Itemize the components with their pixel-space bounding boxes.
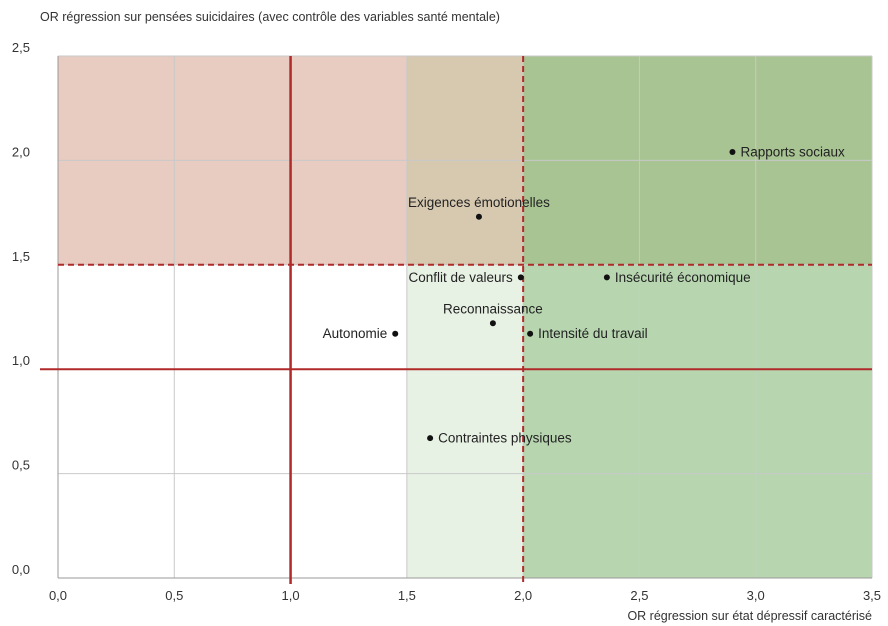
x-tick-label: 1,0: [282, 588, 300, 603]
x-tick-label: 0,5: [165, 588, 183, 603]
data-point-label: Contraintes physiques: [438, 431, 572, 446]
data-point: [475, 213, 482, 220]
data-point: [729, 149, 736, 156]
data-point: [489, 320, 496, 327]
data-point-label: Conflit de valeurs: [409, 270, 514, 285]
data-point-label: Insécurité économique: [615, 270, 751, 285]
x-tick-label: 2,0: [514, 588, 532, 603]
data-point: [527, 330, 534, 337]
y-tick-label: 1,0: [12, 353, 30, 368]
x-tick-label: 0,0: [49, 588, 67, 603]
data-point: [603, 274, 610, 281]
data-point: [517, 274, 524, 281]
y-tick-label: 2,5: [12, 40, 30, 55]
zone-light-green: [406, 264, 524, 578]
y-tick-label: 0,0: [12, 562, 30, 577]
data-point: [392, 330, 399, 337]
data-point-label: Reconnaissance: [443, 301, 543, 316]
y-tick-label: 0,5: [12, 458, 30, 473]
y-tick-label: 2,0: [12, 144, 30, 159]
x-tick-label: 2,5: [630, 588, 648, 603]
y-tick-label: 1,5: [12, 249, 30, 264]
y-axis-title: OR régression sur pensées suicidaires (a…: [40, 10, 500, 24]
data-point: [427, 435, 434, 442]
zone-mid-green: [523, 264, 872, 578]
data-point-label: Rapports sociaux: [740, 145, 845, 160]
data-point-label: Intensité du travail: [538, 326, 648, 341]
x-axis-title: OR régression sur état dépressif caracté…: [627, 609, 872, 623]
x-tick-label: 3,0: [747, 588, 765, 603]
x-tick-label: 1,5: [398, 588, 416, 603]
data-point-label: Autonomie: [323, 326, 388, 341]
x-tick-label: 3,5: [863, 588, 881, 603]
data-point-label: Exigences émotionelles: [408, 195, 550, 210]
